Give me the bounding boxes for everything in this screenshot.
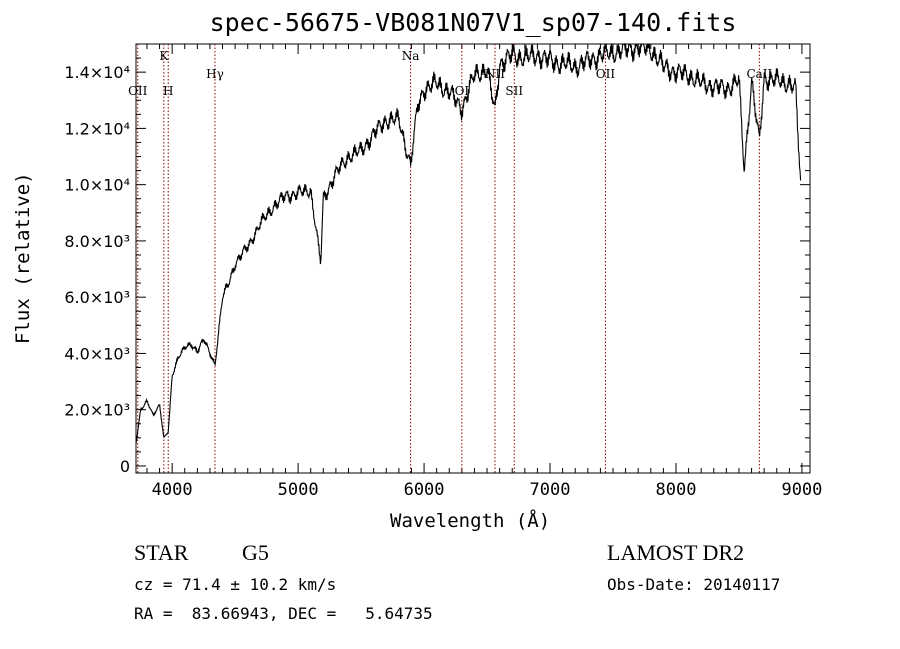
x-tick-label: 4000: [152, 480, 193, 500]
coordinates-text: RA = 83.66943, DEC = 5.64735: [134, 604, 433, 623]
y-tick-label: 0: [120, 457, 130, 476]
spectral-line-label: CaII: [746, 67, 772, 81]
object-subclass: G5: [242, 540, 269, 565]
spectral-line-label: K: [159, 49, 169, 63]
x-tick-label: 6000: [404, 480, 445, 500]
object-class: STAR: [134, 540, 189, 565]
spectral-line-label: OII: [128, 84, 148, 98]
y-tick-label: 6.0×10³: [64, 288, 130, 307]
spectral-line-label: OII: [596, 67, 616, 81]
x-axis-label: Wavelength (Å): [390, 510, 551, 532]
spectral-line-label: OI: [455, 84, 470, 98]
y-tick-label: 1.0×10⁴: [64, 176, 130, 195]
y-tick-label: 4.0×10³: [64, 344, 130, 363]
spectral-line-label: Hγ: [206, 67, 224, 81]
y-tick-label: 8.0×10³: [64, 232, 130, 251]
spectral-line-label: SII: [505, 84, 523, 98]
spectrum-line: [135, 42, 802, 444]
y-tick-label: 1.2×10⁴: [64, 119, 130, 138]
chart-title: spec-56675-VB081N07V1_sp07-140.fits: [209, 8, 737, 37]
redshift-text: cz = 71.4 ± 10.2 km/s: [134, 575, 337, 594]
y-tick-label: 1.4×10⁴: [64, 63, 130, 82]
x-tick-label: 9000: [781, 480, 822, 500]
survey-label: LAMOST DR2: [607, 540, 745, 565]
y-tick-label: 2.0×10³: [64, 401, 130, 420]
x-tick-label: 5000: [278, 480, 319, 500]
obs-date: Obs-Date: 20140117: [607, 575, 781, 594]
y-axis-label: Flux (relative): [12, 172, 34, 344]
plot-frame: [135, 43, 811, 474]
x-tick-label: 8000: [656, 480, 697, 500]
x-tick-label: 7000: [530, 480, 571, 500]
spectral-line-label: H: [163, 84, 173, 98]
spectral-line-label: Na: [402, 49, 420, 63]
